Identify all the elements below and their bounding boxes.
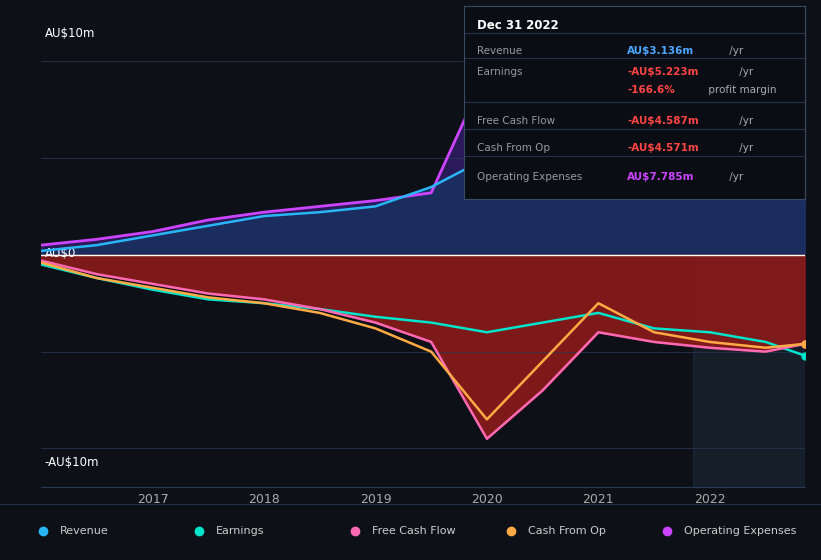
Text: Operating Expenses: Operating Expenses (684, 526, 796, 536)
Text: /yr: /yr (726, 172, 743, 182)
Text: /yr: /yr (726, 46, 743, 56)
Text: Revenue: Revenue (478, 46, 523, 56)
Text: -AU$5.223m: -AU$5.223m (627, 67, 699, 77)
Text: AU$0: AU$0 (45, 248, 76, 260)
Text: Free Cash Flow: Free Cash Flow (372, 526, 456, 536)
Text: profit margin: profit margin (704, 85, 776, 95)
Text: AU$10m: AU$10m (45, 27, 95, 40)
Text: Free Cash Flow: Free Cash Flow (478, 116, 556, 126)
Text: -AU$10m: -AU$10m (45, 456, 99, 469)
Text: -AU$4.587m: -AU$4.587m (627, 116, 699, 126)
Text: AU$3.136m: AU$3.136m (627, 46, 695, 56)
Text: Operating Expenses: Operating Expenses (478, 172, 583, 182)
Text: -AU$4.571m: -AU$4.571m (627, 143, 699, 153)
Text: Cash From Op: Cash From Op (478, 143, 551, 153)
Text: -166.6%: -166.6% (627, 85, 675, 95)
Text: Earnings: Earnings (478, 67, 523, 77)
Text: AU$7.785m: AU$7.785m (627, 172, 695, 182)
Bar (693, 22, 805, 487)
Text: /yr: /yr (736, 116, 754, 126)
Text: /yr: /yr (736, 67, 754, 77)
Text: Revenue: Revenue (60, 526, 108, 536)
Text: Earnings: Earnings (216, 526, 264, 536)
Text: Dec 31 2022: Dec 31 2022 (478, 19, 559, 32)
Text: Cash From Op: Cash From Op (528, 526, 606, 536)
Text: /yr: /yr (736, 143, 754, 153)
